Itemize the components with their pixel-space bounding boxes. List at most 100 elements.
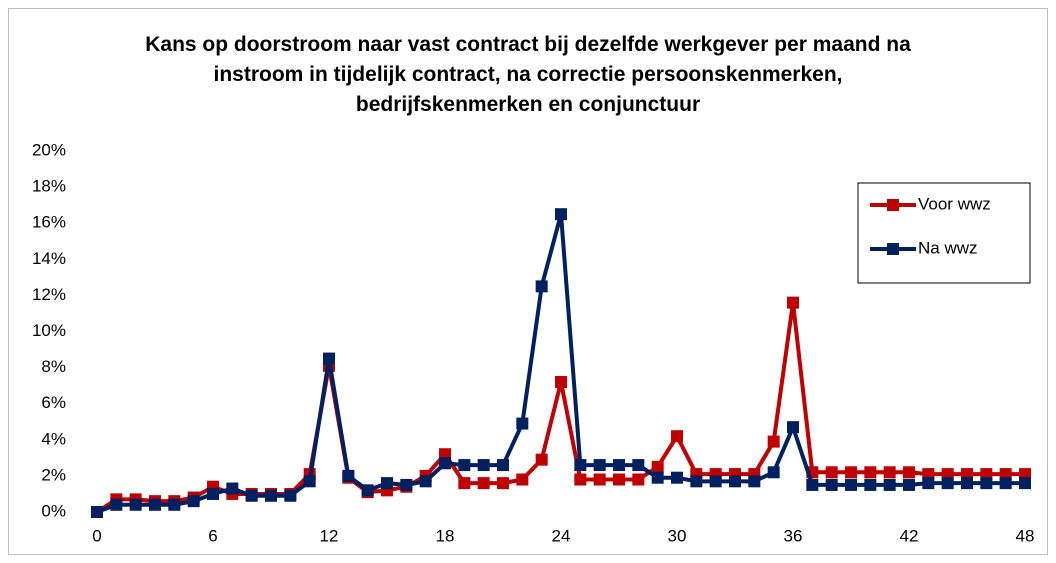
point-marker — [149, 498, 161, 511]
x-tick-label: 36 — [784, 526, 803, 545]
point-marker — [555, 376, 567, 389]
point-marker — [632, 473, 645, 486]
y-tick-label: 2% — [41, 465, 66, 484]
point-marker — [980, 477, 993, 490]
point-marker — [613, 459, 625, 472]
y-tick-label: 12% — [32, 285, 66, 304]
point-marker — [284, 489, 297, 502]
chart-frame — [8, 8, 1048, 555]
x-tick-label: 12 — [320, 526, 339, 545]
point-marker — [323, 352, 335, 365]
point-marker — [458, 477, 471, 490]
point-marker — [1019, 477, 1031, 490]
point-marker — [651, 460, 664, 473]
point-marker — [690, 475, 703, 488]
point-marker — [999, 468, 1012, 481]
point-marker — [477, 459, 490, 472]
point-marker — [419, 475, 432, 488]
point-marker — [922, 468, 935, 481]
point-marker — [245, 489, 258, 502]
point-marker — [265, 489, 277, 502]
point-marker — [593, 473, 606, 486]
point-marker — [767, 466, 780, 479]
point-marker — [439, 457, 451, 470]
point-marker — [1019, 468, 1031, 481]
y-tick-label: 0% — [41, 501, 66, 520]
legend-label: Na wwz — [918, 238, 978, 257]
legend-box — [857, 182, 1031, 284]
point-marker — [342, 469, 355, 482]
point-marker — [941, 468, 954, 481]
legend-marker — [887, 199, 899, 211]
point-marker — [168, 498, 181, 511]
x-tick-label: 0 — [92, 526, 101, 545]
point-marker — [903, 478, 915, 491]
point-marker — [709, 475, 722, 488]
point-marker — [787, 421, 799, 434]
point-marker — [651, 471, 664, 484]
point-marker — [883, 466, 896, 479]
chart-title: Kans op doorstroom naar vast contract bi… — [145, 33, 911, 116]
point-marker — [226, 482, 239, 495]
point-marker — [129, 498, 142, 511]
point-marker — [535, 453, 548, 466]
legend-label: Voor wwz — [918, 194, 991, 213]
point-marker — [439, 448, 451, 461]
x-tick-label: 6 — [208, 526, 217, 545]
point-marker — [845, 466, 857, 479]
x-tick-label: 30 — [668, 526, 687, 545]
y-tick-label: 4% — [41, 429, 66, 448]
y-tick-label: 8% — [41, 357, 66, 376]
point-marker — [980, 468, 993, 481]
point-marker — [883, 478, 896, 491]
legend-marker — [887, 243, 899, 255]
x-tick-label: 18 — [436, 526, 455, 545]
point-marker — [497, 477, 509, 490]
point-marker — [941, 477, 954, 490]
y-tick-label: 16% — [32, 213, 66, 232]
point-marker — [516, 417, 529, 430]
point-marker — [110, 498, 123, 511]
point-marker — [207, 487, 219, 500]
y-tick-label: 6% — [41, 393, 66, 412]
point-marker — [516, 473, 529, 486]
x-tick-label: 24 — [552, 526, 571, 545]
point-marker — [729, 475, 741, 488]
y-tick-label: 18% — [32, 177, 66, 196]
point-marker — [555, 208, 567, 221]
point-marker — [671, 430, 683, 443]
y-tick-label: 20% — [32, 140, 66, 159]
point-marker — [91, 506, 103, 518]
y-tick-label: 14% — [32, 249, 66, 268]
point-marker — [574, 473, 587, 486]
point-marker — [864, 466, 877, 479]
point-marker — [903, 466, 915, 479]
point-marker — [864, 478, 877, 491]
point-marker — [922, 477, 935, 490]
point-marker — [535, 280, 548, 293]
point-marker — [381, 477, 393, 490]
point-marker — [806, 478, 819, 491]
point-marker — [477, 477, 490, 490]
point-marker — [961, 477, 973, 490]
point-marker — [400, 478, 413, 491]
point-marker — [613, 473, 625, 486]
x-tick-label: 48 — [1016, 526, 1035, 545]
point-marker — [787, 296, 799, 309]
point-marker — [632, 459, 645, 472]
x-tick-label: 42 — [900, 526, 919, 545]
point-marker — [825, 466, 838, 479]
point-marker — [845, 478, 857, 491]
point-marker — [825, 478, 838, 491]
point-marker — [458, 459, 471, 472]
point-marker — [187, 495, 200, 508]
point-marker — [361, 484, 374, 497]
y-tick-label: 10% — [32, 321, 66, 340]
point-marker — [303, 475, 316, 488]
point-marker — [593, 459, 606, 472]
point-marker — [767, 435, 780, 448]
point-marker — [574, 459, 587, 472]
point-marker — [748, 475, 761, 488]
